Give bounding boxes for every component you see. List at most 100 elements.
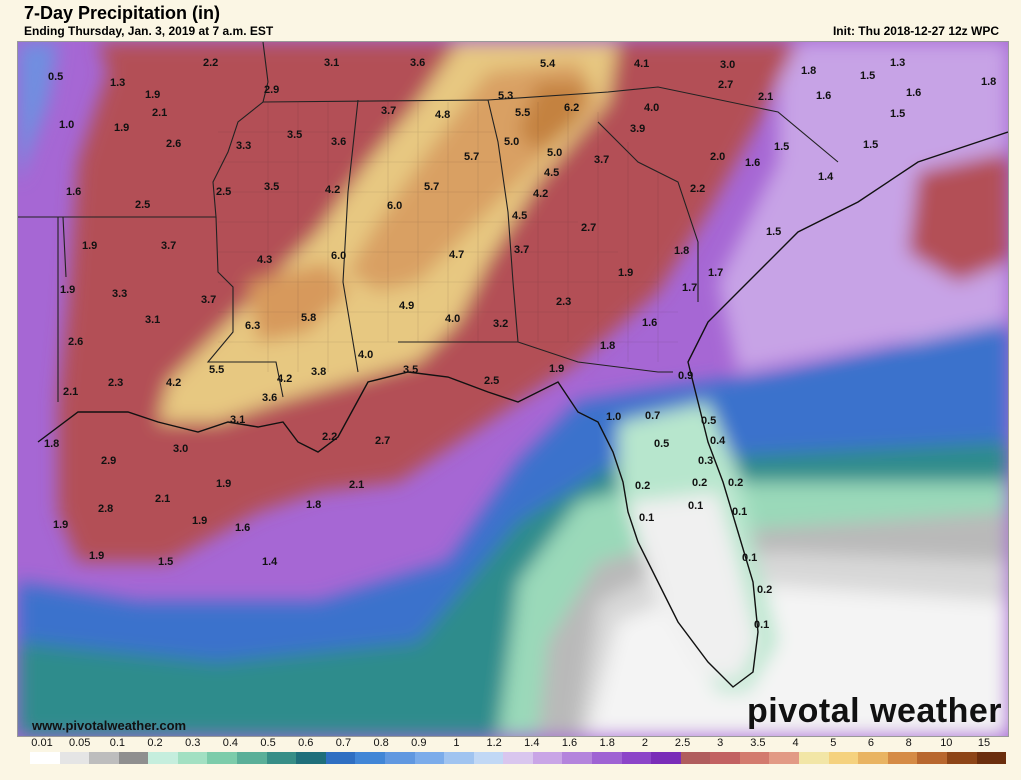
legend-label: 15 <box>977 737 991 749</box>
legend-swatch <box>769 752 800 764</box>
precip-value-label: 1.4 <box>818 171 834 183</box>
precip-value-label: 1.5 <box>890 108 905 120</box>
precip-value-label: 1.6 <box>745 157 760 169</box>
legend-swatch <box>148 752 178 764</box>
precip-value-label: 4.2 <box>325 184 340 196</box>
model-init-time: Init: Thu 2018-12-27 12z WPC <box>832 24 999 38</box>
precip-value-label: 2.2 <box>203 57 218 69</box>
precip-value-label: 2.7 <box>581 222 596 234</box>
legend-swatch <box>621 752 652 764</box>
precip-value-label: 5.5 <box>209 364 224 376</box>
map-subtitle: Ending Thursday, Jan. 3, 2019 at 7 a.m. … <box>24 24 274 38</box>
precip-value-label: 2.6 <box>68 336 83 348</box>
precip-value-label: 4.2 <box>277 373 292 385</box>
boundary-tn-ga-carolinas <box>487 86 839 163</box>
precip-field <box>18 42 1008 736</box>
precip-value-label: 1.5 <box>158 556 173 568</box>
precip-value-label: 3.2 <box>493 318 508 330</box>
legend-label: 1.6 <box>561 737 578 749</box>
precip-value-label: 4.2 <box>166 377 181 389</box>
precip-value-label: 3.0 <box>173 443 188 455</box>
legend-swatch <box>325 752 356 764</box>
legend-swatches <box>30 752 1007 764</box>
legend-label: 0.1 <box>109 737 126 749</box>
boundary-ms-al <box>342 99 359 373</box>
precip-value-label: 1.3 <box>890 57 905 69</box>
legend-swatch <box>207 752 238 764</box>
boundary-al-ga <box>262 99 673 373</box>
precip-value-label: 3.9 <box>630 123 645 135</box>
precip-value-label: 0.1 <box>754 619 769 631</box>
legend-label: 0.8 <box>373 737 389 749</box>
legend-swatch <box>503 752 533 764</box>
legend-swatch <box>444 752 474 764</box>
precip-value-label: 4.5 <box>544 167 559 179</box>
precip-value-label: 1.7 <box>708 267 723 279</box>
precip-value-label: 5.7 <box>464 151 479 163</box>
precip-value-label: 2.7 <box>375 435 390 447</box>
precip-value-label: 3.8 <box>311 366 326 378</box>
legend-label: 5 <box>830 737 837 749</box>
legend-label: 1.4 <box>524 737 540 749</box>
precip-value-label: 1.9 <box>216 478 231 490</box>
precip-value-label: 4.5 <box>512 210 527 222</box>
legend-swatch <box>89 752 119 764</box>
precip-value-label: 3.3 <box>236 140 251 152</box>
precip-value-label: 1.9 <box>89 550 104 562</box>
precip-value-label: 3.0 <box>720 59 735 71</box>
precip-value-label: 1.8 <box>600 340 615 352</box>
precip-value-label: 1.9 <box>114 122 129 134</box>
precip-value-label: 0.2 <box>728 477 743 489</box>
precip-value-label: 2.0 <box>710 151 725 163</box>
legend-label: 0.6 <box>298 737 314 749</box>
legend-swatch <box>976 752 1007 764</box>
boundary-ga-sc <box>597 121 699 302</box>
precip-value-label: 0.4 <box>710 435 726 447</box>
precip-value-label: 1.9 <box>145 89 160 101</box>
legend-swatch <box>296 752 326 764</box>
precip-value-label: 1.9 <box>549 363 564 375</box>
legend-swatch <box>710 752 740 764</box>
precip-value-label: 4.9 <box>399 300 414 312</box>
precip-value-label: 1.9 <box>60 284 75 296</box>
legend-swatch <box>739 752 770 764</box>
legend-label: 0.4 <box>222 737 239 749</box>
precip-value-label: 2.6 <box>166 138 181 150</box>
precip-value-label: 2.7 <box>718 79 733 91</box>
legend-swatch <box>591 752 622 764</box>
precip-value-label: 0.2 <box>692 477 707 489</box>
precip-value-label: 1.5 <box>774 141 789 153</box>
precip-value-label: 1.6 <box>906 87 921 99</box>
precip-value-label: 1.9 <box>82 240 97 252</box>
precip-value-label: 5.0 <box>547 147 562 159</box>
precip-value-label: 1.4 <box>262 556 278 568</box>
legend-label: 1.2 <box>486 737 502 749</box>
precip-value-label: 2.9 <box>101 455 116 467</box>
precip-value-label: 2.2 <box>690 183 705 195</box>
legend-swatch <box>799 752 829 764</box>
precip-value-label: 3.7 <box>514 244 529 256</box>
legend-label: 6 <box>867 737 875 749</box>
precip-value-label: 3.6 <box>262 392 277 404</box>
legend-swatch <box>828 752 859 764</box>
precip-value-label: 4.7 <box>449 249 464 261</box>
precip-value-label: 4.0 <box>644 102 659 114</box>
precip-value-label: 4.3 <box>257 254 272 266</box>
precip-value-label: 3.1 <box>324 57 339 69</box>
precip-value-label: 2.1 <box>758 91 773 103</box>
precip-value-label: 5.5 <box>515 107 530 119</box>
precip-value-label: 5.8 <box>301 312 316 324</box>
precip-value-label: 6.2 <box>564 102 579 114</box>
boundary-la <box>206 216 284 398</box>
precip-value-label: 1.6 <box>66 186 81 198</box>
precip-value-label: 2.5 <box>216 186 231 198</box>
legend-label: 3.5 <box>750 737 766 749</box>
legend-label: 10 <box>940 737 953 749</box>
legend-label: 0.9 <box>411 737 427 749</box>
precip-value-label: 2.3 <box>108 377 123 389</box>
precip-value-label: 1.8 <box>306 499 321 511</box>
precip-value-label: 6.0 <box>331 250 346 262</box>
precip-value-label: 0.1 <box>742 552 757 564</box>
precip-value-label: 0.1 <box>688 500 703 512</box>
precip-value-label: 5.0 <box>504 136 519 148</box>
